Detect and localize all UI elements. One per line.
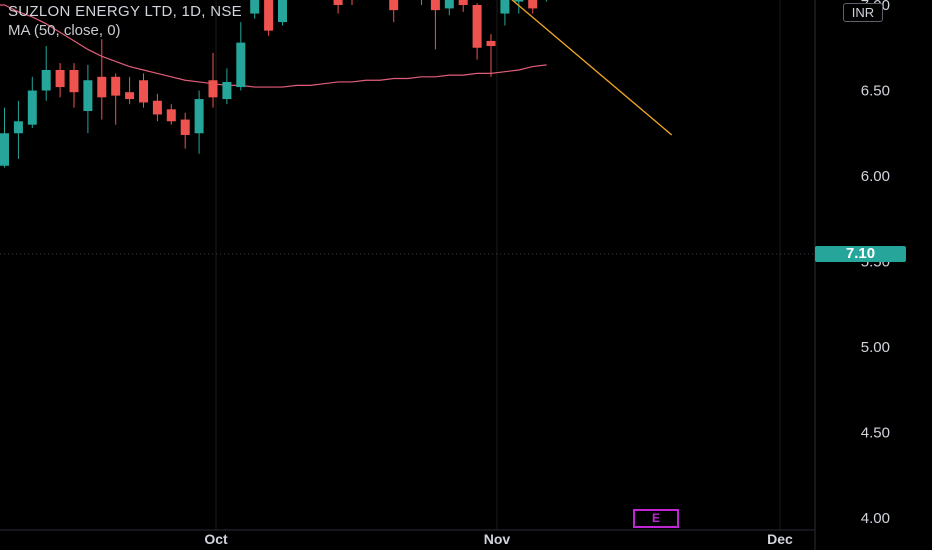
candle[interactable] [264, 0, 274, 36]
candles-layer [0, 0, 551, 168]
candle[interactable] [278, 0, 287, 26]
candle[interactable] [500, 0, 510, 26]
candle-body [0, 133, 9, 166]
candle[interactable] [69, 63, 79, 108]
candle-body [514, 0, 524, 2]
candle[interactable] [97, 39, 107, 120]
candle[interactable] [236, 22, 246, 91]
indicator-label[interactable]: MA (50, close, 0) [8, 22, 121, 39]
descending-trendline[interactable] [324, 0, 673, 136]
candle[interactable] [348, 0, 357, 5]
candle-body [458, 0, 468, 5]
last-price-tag: 7.10 [815, 246, 906, 262]
candle[interactable] [444, 0, 454, 16]
candle-body [194, 99, 204, 134]
candle[interactable] [514, 0, 524, 14]
candle-body [389, 0, 399, 11]
candle-body [236, 42, 246, 88]
candle-body [333, 0, 343, 5]
candle-body [97, 76, 107, 98]
candle[interactable] [83, 64, 93, 134]
candle[interactable] [139, 73, 148, 108]
symbol-title[interactable]: SUZLON ENERGY LTD, 1D, NSE [8, 3, 242, 20]
earnings-marker[interactable]: E [633, 509, 679, 528]
candle-body [166, 109, 176, 122]
candle-body [278, 0, 287, 23]
moving-average-line[interactable] [0, 4, 547, 88]
moving-average-layer [0, 4, 547, 88]
trendline-layer[interactable] [324, 0, 673, 136]
candle-body [444, 0, 454, 9]
candle[interactable] [0, 107, 9, 168]
candle[interactable] [486, 34, 496, 77]
candle[interactable] [194, 90, 204, 154]
candle[interactable] [125, 76, 135, 105]
candle[interactable] [528, 0, 538, 14]
time-tick-label: Nov [484, 531, 511, 547]
price-tick-label: 4.50 [861, 425, 890, 442]
candle-body [430, 0, 440, 11]
candle-body [83, 80, 93, 112]
candle[interactable] [333, 0, 343, 14]
candle[interactable] [208, 52, 218, 108]
chart-legend[interactable]: SUZLON ENERGY LTD, 1D, NSE MA (50, close… [8, 2, 242, 40]
candle-body [125, 92, 135, 100]
candle[interactable] [27, 76, 37, 129]
candle-body [180, 119, 190, 135]
candle[interactable] [41, 46, 51, 101]
candle-body [13, 121, 23, 134]
candle[interactable] [458, 0, 468, 12]
candle-body [208, 80, 218, 98]
candle[interactable] [417, 0, 426, 5]
vertical-grid-lines [215, 0, 781, 530]
candle[interactable] [55, 63, 65, 98]
currency-label[interactable]: INR [843, 3, 883, 22]
candle-body [222, 81, 232, 100]
candle-body [500, 0, 510, 14]
candle[interactable] [180, 112, 190, 149]
candle-body [528, 0, 538, 9]
price-tick-label: 6.50 [861, 83, 890, 100]
time-axis[interactable]: Oct Nov Dec [204, 531, 793, 547]
candle-body [472, 5, 482, 48]
candle[interactable] [222, 68, 232, 105]
candle[interactable] [13, 100, 23, 159]
candle-body [152, 100, 162, 115]
candle-body [486, 40, 496, 47]
candle-body [69, 69, 79, 93]
candle-body [111, 76, 121, 96]
price-tick-label: 4.00 [861, 510, 890, 527]
candle-body [264, 0, 274, 31]
candle-body [139, 80, 148, 103]
time-tick-label: Dec [767, 531, 793, 547]
price-axis[interactable]: 10.009.509.008.508.007.507.006.506.005.5… [852, 0, 890, 527]
candle[interactable] [111, 73, 121, 125]
price-tick-label: 5.00 [861, 339, 890, 356]
candle-body [55, 69, 65, 88]
candle[interactable] [472, 3, 482, 60]
candle[interactable] [542, 0, 551, 2]
candle-body [27, 90, 37, 125]
price-tick-label: 6.00 [861, 168, 890, 185]
candle[interactable] [389, 0, 399, 23]
time-tick-label: Oct [204, 531, 228, 547]
candle-body [41, 69, 51, 91]
candle-body [250, 0, 260, 14]
candle[interactable] [166, 104, 176, 125]
candle[interactable] [250, 0, 260, 19]
candle[interactable] [430, 0, 440, 50]
candle[interactable] [152, 93, 162, 122]
